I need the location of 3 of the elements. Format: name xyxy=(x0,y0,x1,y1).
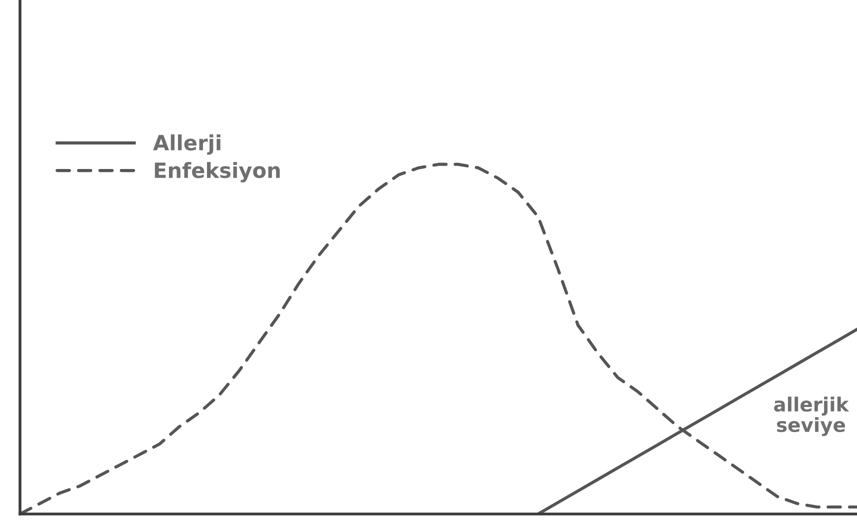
legend-label: Enfeksiyon xyxy=(154,162,280,182)
legend-label: Allerji xyxy=(153,134,220,155)
annotation: allerjik seviye xyxy=(774,396,850,436)
